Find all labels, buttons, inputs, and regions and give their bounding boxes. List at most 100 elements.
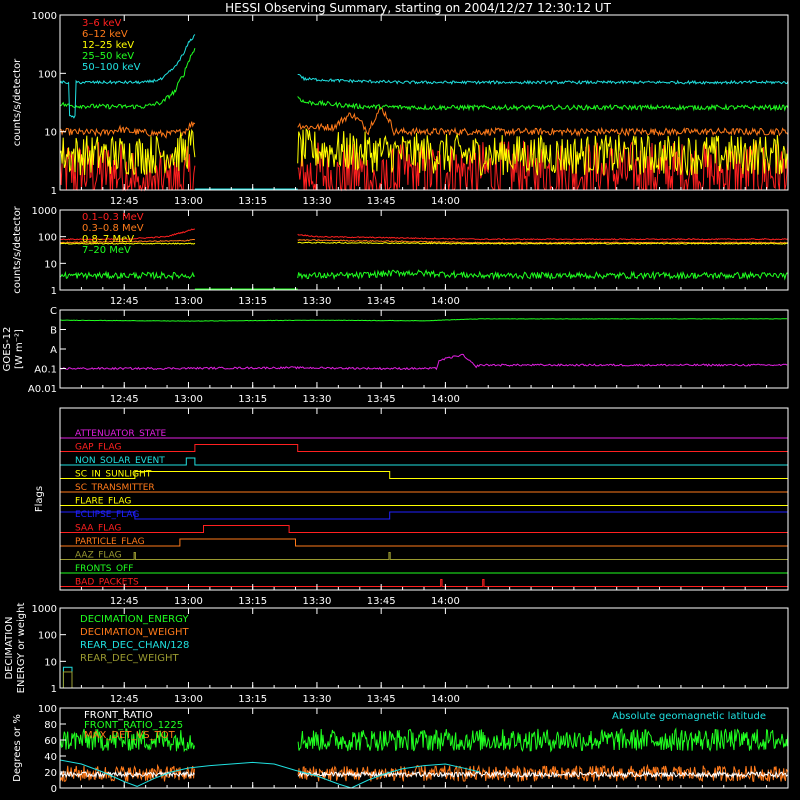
flag-line-eclipse_flag — [59, 511, 789, 520]
ratio-series-front_ratio_1225 — [59, 727, 789, 753]
goes-panel-xtick-label: 13:45 — [367, 394, 396, 405]
low-panel-legend-item: 12–25 keV — [82, 40, 134, 51]
flag-label-non_solar_event: NON_SOLAR_EVENT — [75, 456, 165, 466]
flag-line-non_solar_event — [60, 457, 788, 466]
flag-label-gap_flag: GAP_FLAG — [75, 443, 121, 453]
decimation-panel-ytick-label: 1 — [51, 684, 57, 695]
ratio-panel-ytick-label: 0 — [51, 784, 57, 795]
goes-series-long — [59, 318, 788, 322]
high-panel-xtick-label: 13:15 — [238, 296, 267, 307]
ratio-series-front_ratio — [59, 770, 789, 779]
flag-line-saa_flag — [60, 525, 788, 533]
flag-label-bad_packets: BAD_PACKETS — [75, 578, 139, 588]
flag-line-gap_flag — [60, 444, 788, 452]
ratio-panel-ytick-label: 60 — [44, 736, 57, 747]
goes-panel-xtick-label: 14:00 — [431, 394, 460, 405]
ratio-panel-legend-item: FRONT_RATIO — [84, 710, 153, 721]
low-panel-xtick-label: 14:00 — [431, 196, 460, 207]
decimation-panel-xtick-label: 13:15 — [238, 694, 267, 705]
decimation-event — [62, 671, 73, 689]
high-panel-xtick-label: 14:00 — [431, 296, 460, 307]
decimation-panel-legend-item: REAR_DEC_CHAN/128 — [80, 640, 189, 651]
high-panel-ytick-label: 10 — [44, 259, 57, 270]
decimation-panel-ylabel: DECIMATION — [4, 616, 15, 679]
flag-label-sc_in_sunlight: SC_IN_SUNLIGHT — [75, 470, 152, 480]
decimation-panel-xtick-label: 14:00 — [431, 694, 460, 705]
goes-panel-xtick-label: 13:15 — [238, 394, 267, 405]
series-087MeV — [59, 241, 789, 245]
low-panel-legend-item: 25–50 keV — [82, 51, 134, 62]
low-panel-ytick-label: 10 — [44, 128, 57, 139]
high-panel-xtick-label: 13:45 — [367, 296, 396, 307]
series-50100keV — [59, 34, 789, 119]
high-panel-ytick-label: 1 — [51, 286, 57, 297]
series-2550keV — [59, 48, 789, 112]
low-panel-ytick-label: 100 — [38, 69, 57, 80]
decimation-panel-legend-item: DECIMATION_ENERGY — [80, 614, 189, 625]
flag-label-attenuator_state: ATTENUATOR_STATE — [75, 429, 167, 439]
high-panel-legend-item: 0.1–0.3 MeV — [82, 212, 144, 223]
high-panel-ytick-label: 1000 — [32, 206, 57, 217]
flags-panel-ylabel: Flags — [34, 486, 45, 512]
decimation-panel-ytick-label: 1000 — [32, 604, 57, 615]
high-panel-xtick-label: 13:00 — [174, 296, 203, 307]
ratio-panel-legend-item: MAX_DET_VS_TOT — [84, 730, 176, 741]
ratio-panel-ytick-label: 20 — [44, 768, 57, 779]
decimation-panel-2-ylabel: ENERGY or weight — [16, 603, 27, 694]
series-612keV — [59, 106, 789, 139]
goes-panel-ylabel: GOES-12 — [2, 327, 13, 372]
flags-panel-xtick-label: 13:30 — [303, 596, 332, 607]
high-panel-legend-item: 7–20 MeV — [82, 245, 131, 256]
goes-panel-xtick-label: 13:00 — [174, 394, 203, 405]
decimation-panel-xtick-label: 13:30 — [303, 694, 332, 705]
decimation-panel-ytick-label: 10 — [44, 657, 57, 668]
low-panel-xtick-label: 12:45 — [110, 196, 139, 207]
goes-panel-xtick-label: 12:45 — [110, 394, 139, 405]
flag-line-particle_flag — [60, 538, 788, 547]
figure-title: HESSI Observing Summary, starting on 200… — [225, 1, 611, 15]
flag-label-saa_flag: SAA_FLAG — [75, 524, 121, 534]
low-panel-xtick-label: 13:00 — [174, 196, 203, 207]
panels-layer: 12:45 13:00 13:15 13:30 13:45 14:001101001000… — [2, 11, 789, 795]
flag-label-aaz_flag: AAZ_FLAG — [75, 551, 122, 561]
goes-panel-ytick-label: A0.01 — [28, 384, 57, 395]
ratio-panel-ylabel: Degrees or % — [12, 714, 23, 782]
flag-line-aaz_flag — [60, 552, 788, 560]
decimation-panel-xtick-label: 12:45 — [110, 694, 139, 705]
flags-panel-frame — [59, 407, 789, 591]
low-panel-xtick-label: 13:45 — [367, 196, 396, 207]
flags-panel-xtick-label: 14:00 — [431, 596, 460, 607]
ratio-panel-legend-item: FRONT_RATIO_1225 — [84, 720, 183, 731]
goes-panel-ytick-label: A — [50, 345, 57, 356]
flag-line-bad_packets — [60, 579, 788, 587]
decimation-panel-ytick-label: 100 — [38, 631, 57, 642]
goes-series-short — [59, 353, 788, 371]
ratio-panel-ytick-label: 80 — [44, 720, 57, 731]
geomag-latitude-line — [59, 759, 480, 789]
low-panel-legend-item: 3–6 keV — [82, 18, 121, 29]
goes-panel-unit-ylabel: [W m⁻²] — [14, 329, 25, 369]
goes-panel-frame — [59, 309, 789, 389]
low-panel-xtick-label: 13:15 — [238, 196, 267, 207]
decimation-panel-legend-item: REAR_DEC_WEIGHT — [80, 653, 179, 664]
high-panel-ylabel: counts/s/detector — [12, 205, 23, 293]
ratio-panel-ytick-label: 40 — [44, 752, 57, 763]
geomag-legend-label: Absolute geomagnetic latitude — [612, 711, 766, 722]
decimation-panel-legend-item: DECIMATION_WEIGHT — [80, 627, 189, 638]
flags-panel-xtick-label: 13:15 — [238, 596, 267, 607]
high-panel-legend-item: 0.8–7 MeV — [82, 234, 134, 245]
low-panel-ytick-label: 1 — [51, 186, 57, 197]
decimation-event — [62, 666, 73, 689]
decimation-panel-xtick-label: 13:00 — [174, 694, 203, 705]
high-panel-legend-item: 0.3–0.8 MeV — [82, 223, 144, 234]
goes-panel-ytick-label: C — [50, 306, 57, 317]
flag-label-eclipse_flag: ECLIPSE_FLAG — [75, 510, 139, 520]
flag-label-flare_flag: FLARE_FLAG — [75, 497, 131, 507]
flag-label-fronts_off: FRONTS_OFF — [75, 564, 133, 574]
high-panel-xtick-label: 12:45 — [110, 296, 139, 307]
series-0103MeV — [59, 228, 789, 241]
ratio-panel-ytick-label: 100 — [38, 704, 57, 715]
series-720MeV — [59, 269, 789, 281]
goes-panel-ytick-label: A0.1 — [34, 365, 57, 376]
